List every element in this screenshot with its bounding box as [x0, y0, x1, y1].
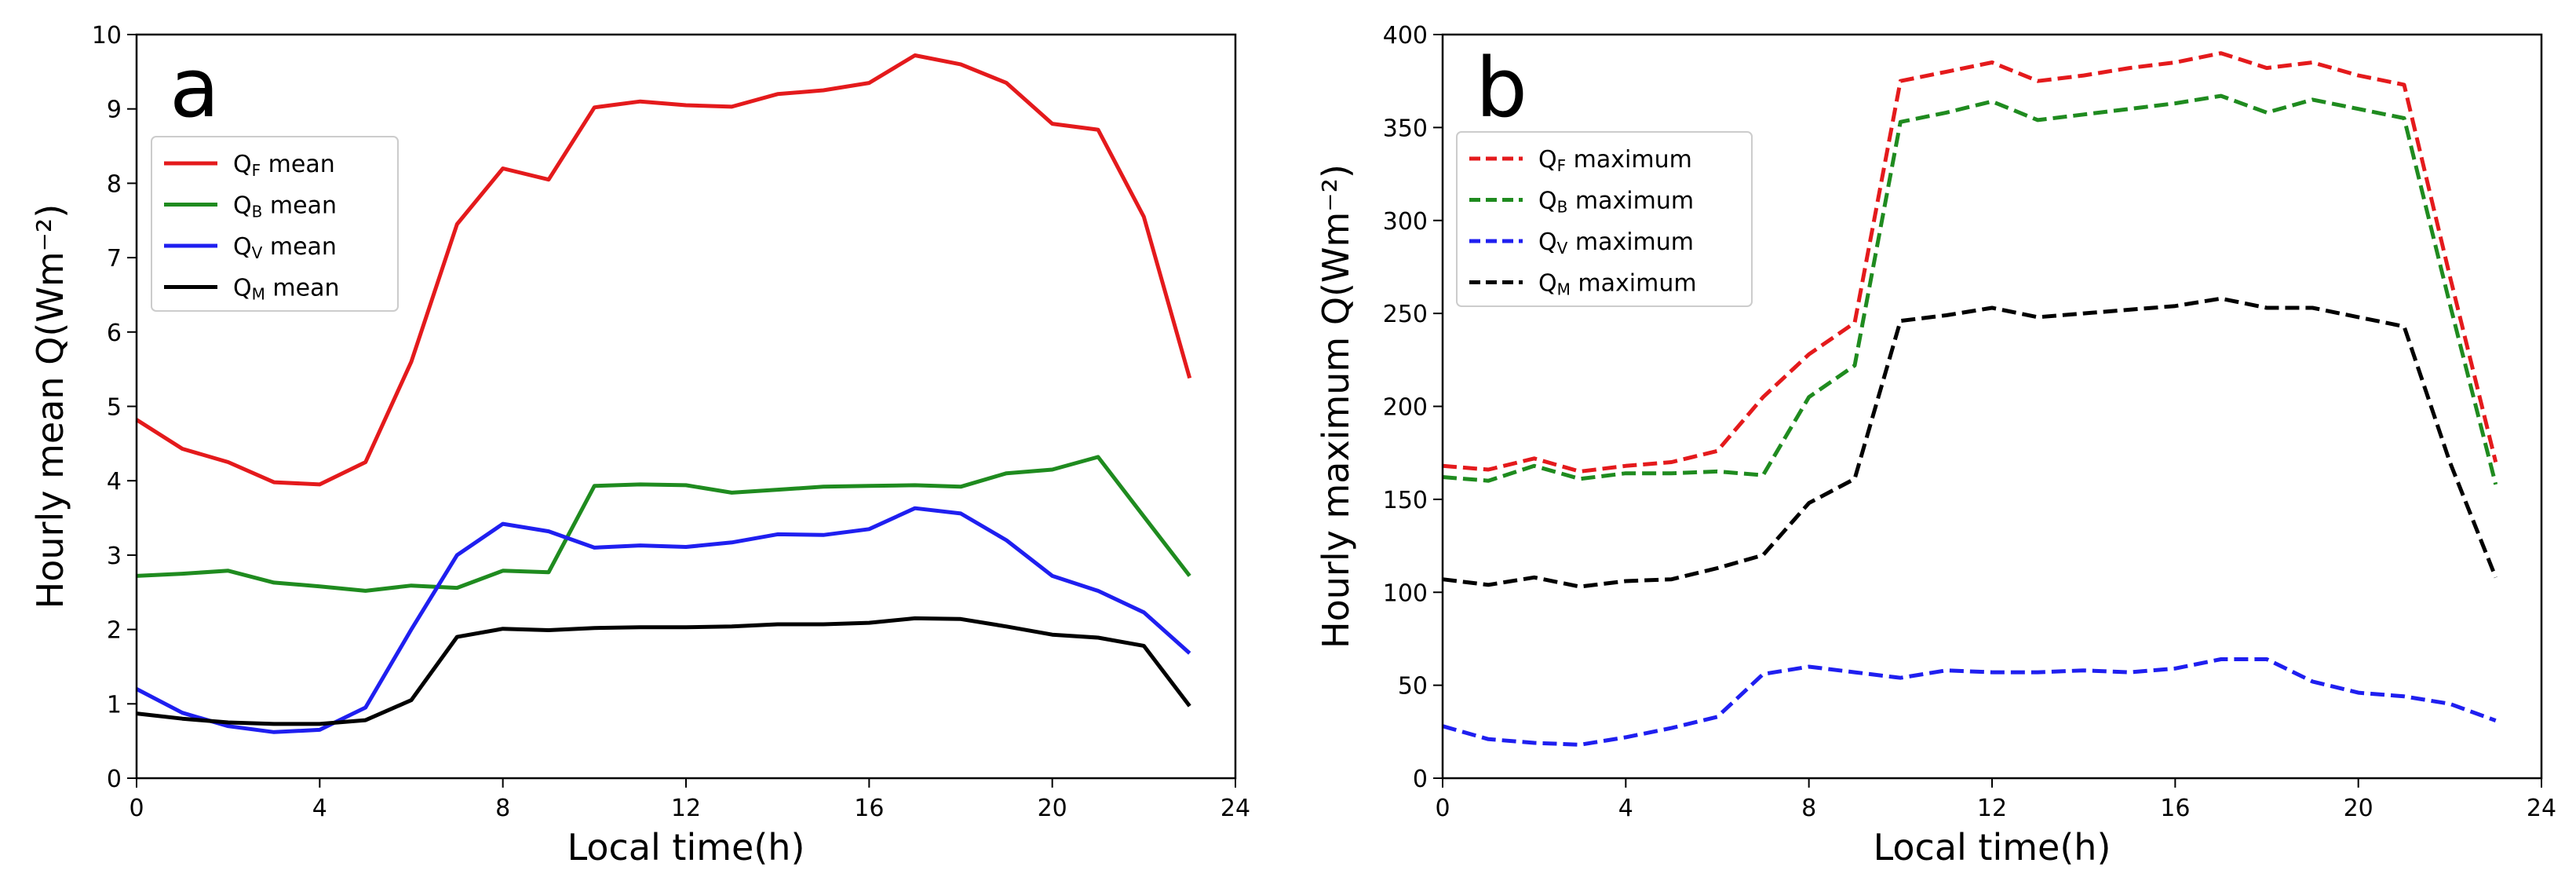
- series-line-V-0: [135, 506, 1191, 734]
- x-tick-label: 20: [1038, 795, 1067, 822]
- y-tick-label: 9: [107, 97, 122, 124]
- y-tick-label: 150: [1383, 487, 1428, 514]
- x-tick-label: 24: [1220, 795, 1250, 822]
- legend-label-B: QB mean: [233, 192, 337, 221]
- series-line-V-1: [1442, 657, 2497, 747]
- y-tick-label: 0: [1413, 766, 1428, 793]
- legend: QF mean QB mean QV mean QM mean: [151, 136, 399, 312]
- y-tick-label: 1: [107, 691, 122, 719]
- x-tick-label: 16: [854, 795, 884, 822]
- x-tick-label: 12: [1977, 795, 2007, 822]
- series-line-M-1: [1442, 296, 2498, 589]
- y-axis-label: Hourly maximum Q(Wm⁻²): [1315, 164, 1357, 649]
- series-line-B-0: [136, 455, 1191, 593]
- legend-box: [151, 136, 399, 312]
- x-tick-label: 4: [312, 795, 327, 822]
- x-tick-label: 0: [1435, 795, 1450, 822]
- y-tick-label: 50: [1398, 673, 1428, 700]
- series-line-F-1: [1442, 51, 2498, 474]
- panel-letter: b: [1476, 40, 1527, 136]
- legend-label-V: QV maximum: [1538, 229, 1694, 258]
- y-tick-label: 5: [107, 394, 122, 422]
- x-tick-label: 12: [671, 795, 701, 822]
- y-tick-label: 8: [107, 170, 122, 198]
- legend-label-B: QB maximum: [1538, 188, 1694, 217]
- series-line-M-0: [136, 616, 1191, 726]
- x-tick-label: 20: [2344, 795, 2373, 822]
- y-tick-label: 300: [1383, 208, 1428, 236]
- panel-b: 0 4 8 12 16 20 24 0 50 100 150 200 250 300 350 400 Local…: [1315, 22, 2556, 869]
- y-tick-label: 400: [1383, 22, 1428, 49]
- x-axis-label: Local time(h): [567, 826, 805, 869]
- x-axis-label: Local time(h): [1874, 826, 2111, 869]
- y-tick-label: 200: [1383, 394, 1428, 422]
- x-tick-label: 4: [1618, 795, 1633, 822]
- y-axis-label: Hourly mean Q(Wm⁻²): [29, 204, 71, 609]
- legend-box: [1456, 131, 1753, 307]
- legend-label-V: QV mean: [233, 233, 337, 262]
- legend-label-F: QF mean: [233, 151, 335, 180]
- y-tick-label: 4: [107, 468, 122, 496]
- series-line-B-1: [1442, 93, 2498, 485]
- y-tick-label: 250: [1383, 301, 1428, 328]
- y-tick-label: 350: [1383, 115, 1428, 142]
- x-tick-label: 8: [495, 795, 510, 822]
- y-tick-label: 2: [107, 617, 122, 645]
- y-tick-label: 6: [107, 320, 122, 347]
- series-line-F-0: [135, 53, 1192, 487]
- legend-label-F: QF maximum: [1538, 146, 1692, 175]
- panel-letter: a: [170, 40, 220, 136]
- legend-label-M: QM mean: [233, 275, 340, 304]
- y-tick-label: 3: [107, 543, 122, 570]
- y-tick-label: 0: [107, 766, 122, 793]
- x-tick-label: 16: [2160, 795, 2190, 822]
- x-tick-label: 8: [1801, 795, 1816, 822]
- y-tick-label: 7: [107, 245, 122, 272]
- legend: QF maximum QB maximum QV maximum QM maximum: [1456, 131, 1753, 307]
- x-tick-label: 0: [129, 795, 144, 822]
- y-tick-label: 10: [92, 22, 122, 49]
- x-tick-label: 24: [2527, 795, 2556, 822]
- legend-label-M: QM maximum: [1538, 270, 1697, 299]
- y-tick-label: 100: [1383, 580, 1428, 607]
